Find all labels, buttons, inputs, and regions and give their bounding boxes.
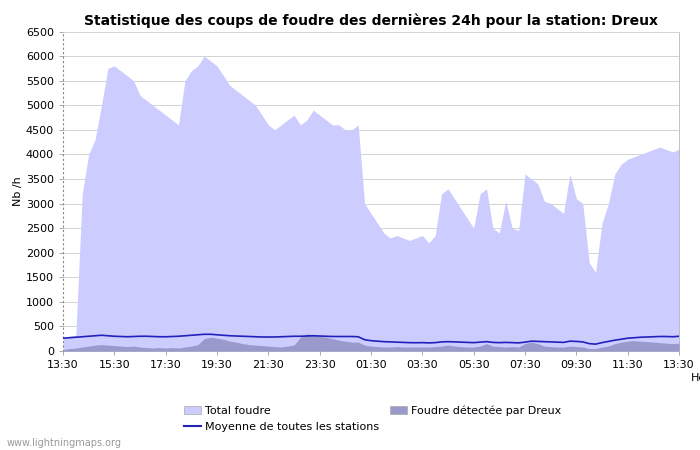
Text: www.lightningmaps.org: www.lightningmaps.org xyxy=(7,438,122,448)
Title: Statistique des coups de foudre des dernières 24h pour la station: Dreux: Statistique des coups de foudre des dern… xyxy=(84,13,658,27)
X-axis label: Heure: Heure xyxy=(692,374,700,383)
Legend: Total foudre, Moyenne de toutes les stations, Foudre détectée par Dreux: Total foudre, Moyenne de toutes les stat… xyxy=(179,401,566,436)
Y-axis label: Nb /h: Nb /h xyxy=(13,176,23,206)
